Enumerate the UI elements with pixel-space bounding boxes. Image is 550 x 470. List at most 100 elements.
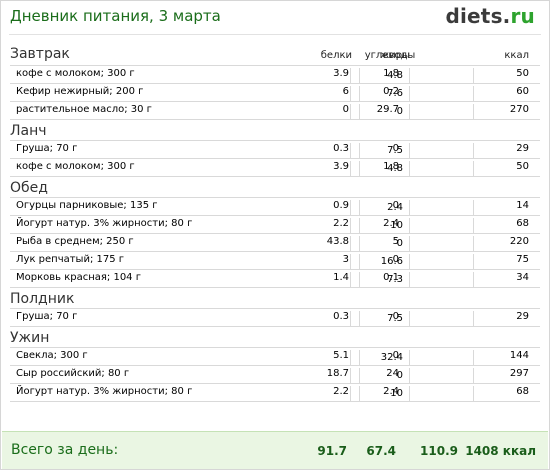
food-kcal: 75: [516, 254, 529, 265]
food-name: Лук репчатый; 175 г: [16, 254, 125, 265]
food-fat: 0: [392, 200, 399, 211]
meal-title: Ланч: [10, 123, 47, 139]
food-fat: 5: [392, 236, 399, 247]
food-row: растительное масло; 30 г 0 29.7 0 270: [10, 101, 540, 120]
total-protein: 91.7: [317, 444, 347, 458]
food-carbs: 10: [390, 220, 403, 231]
food-protein: 43.8: [326, 236, 349, 247]
column-divider: [350, 86, 351, 101]
food-kcal: 29: [516, 143, 529, 154]
food-name: Кефир нежирный; 200 г: [16, 86, 144, 97]
column-divider: [473, 254, 474, 269]
food-protein: 0.3: [333, 143, 349, 154]
column-divider: [359, 386, 360, 401]
food-kcal: 14: [516, 200, 529, 211]
column-divider: [409, 161, 410, 176]
column-divider: [350, 143, 351, 158]
column-divider: [350, 104, 351, 119]
food-name: Морковь красная; 104 г: [16, 272, 141, 283]
column-divider: [359, 143, 360, 158]
totals-label: Всего за день:: [11, 442, 119, 458]
column-divider: [350, 311, 351, 326]
column-header-fat: жиры: [380, 50, 410, 61]
food-kcal: 50: [516, 161, 529, 172]
column-divider: [409, 386, 410, 401]
column-divider: [350, 200, 351, 215]
food-carbs: 32.4: [380, 352, 403, 363]
totals-bar: Всего за день: 91.7 67.4 110.9 1408 ккал: [2, 431, 548, 469]
food-kcal: 297: [509, 368, 529, 379]
column-divider: [409, 236, 410, 251]
column-divider: [473, 236, 474, 251]
food-fat: 0: [392, 254, 399, 265]
header: Дневник питания, 3 марта diets.ru: [1, 1, 549, 33]
food-protein: 0: [342, 104, 349, 115]
column-divider: [473, 104, 474, 119]
column-divider: [473, 161, 474, 176]
column-divider: [350, 272, 351, 287]
food-carbs: 16.6: [380, 256, 403, 267]
food-row: Кефир нежирный; 200 г 6 0.2 7.6 60: [10, 83, 540, 101]
food-kcal: 68: [516, 218, 529, 229]
food-protein: 0.3: [333, 311, 349, 322]
column-divider: [409, 254, 410, 269]
food-row: кофе с молоком; 300 г 3.9 1.8 4.8 50: [10, 65, 540, 83]
column-divider: [409, 272, 410, 287]
food-name: Свекла; 300 г: [16, 350, 88, 361]
column-divider: [359, 311, 360, 326]
column-divider: [359, 200, 360, 215]
food-name: Рыба в среднем; 250 г: [16, 236, 134, 247]
food-name: Огурцы парниковые; 135 г: [16, 200, 158, 211]
food-fat: 24: [386, 368, 399, 379]
food-row: кофе с молоком; 300 г 3.9 1.8 4.8 50: [10, 158, 540, 177]
meal-title: Ужин: [10, 330, 50, 346]
food-fat: 0.2: [383, 86, 399, 97]
food-carbs: 7.5: [387, 145, 403, 156]
column-divider: [359, 368, 360, 383]
food-kcal: 34: [516, 272, 529, 283]
food-row: Морковь красная; 104 г 1.4 0.1 7.3 34: [10, 269, 540, 288]
food-row: Лук репчатый; 175 г 3 0 16.6 75: [10, 251, 540, 269]
food-carbs: 0: [396, 106, 403, 117]
column-divider: [409, 68, 410, 83]
column-divider: [409, 86, 410, 101]
food-carbs: 4.8: [387, 70, 403, 81]
food-carbs: 2.4: [387, 202, 403, 213]
food-carbs: 7.3: [387, 274, 403, 285]
column-divider: [359, 86, 360, 101]
food-row: Йогурт натур. 3% жирности; 80 г 2.2 2.4 10 6…: [10, 215, 540, 233]
logo-main: diets: [445, 4, 503, 28]
diary-table: Завтрак белки жиры углеводы ккал кофе с молок…: [10, 43, 540, 402]
column-divider: [473, 86, 474, 101]
food-carbs: 10: [390, 388, 403, 399]
header-divider: [9, 34, 541, 35]
total-kcal: 1408 ккал: [465, 444, 536, 458]
column-divider: [350, 218, 351, 233]
site-logo[interactable]: diets.ru: [445, 4, 535, 28]
meal-title: Полдник: [10, 291, 75, 307]
column-divider: [409, 311, 410, 326]
column-divider: [473, 272, 474, 287]
column-divider: [473, 350, 474, 365]
food-row: Свекла; 300 г 5.1 0 32.4 144: [10, 347, 540, 365]
column-divider: [409, 200, 410, 215]
column-divider: [359, 236, 360, 251]
food-carbs: 7.6: [387, 88, 403, 99]
food-carbs: 7.5: [387, 313, 403, 324]
food-carbs: 4.8: [387, 163, 403, 174]
food-kcal: 270: [509, 104, 529, 115]
column-divider: [409, 143, 410, 158]
food-fat: 0: [392, 311, 399, 322]
food-row: Огурцы парниковые; 135 г 0.9 0 2.4 14: [10, 197, 540, 215]
column-divider: [359, 68, 360, 83]
column-divider: [473, 311, 474, 326]
column-divider: [359, 104, 360, 119]
food-row: Йогурт натур. 3% жирности; 80 г 2.2 2.4 10 6…: [10, 383, 540, 402]
food-name: Груша; 70 г: [16, 143, 78, 154]
food-name: Йогурт натур. 3% жирности; 80 г: [16, 386, 193, 397]
column-divider: [409, 104, 410, 119]
column-divider: [359, 350, 360, 365]
column-header-carbs: углеводы: [364, 50, 416, 61]
food-name: кофе с молоком; 300 г: [16, 161, 135, 172]
food-fat: 0: [392, 143, 399, 154]
